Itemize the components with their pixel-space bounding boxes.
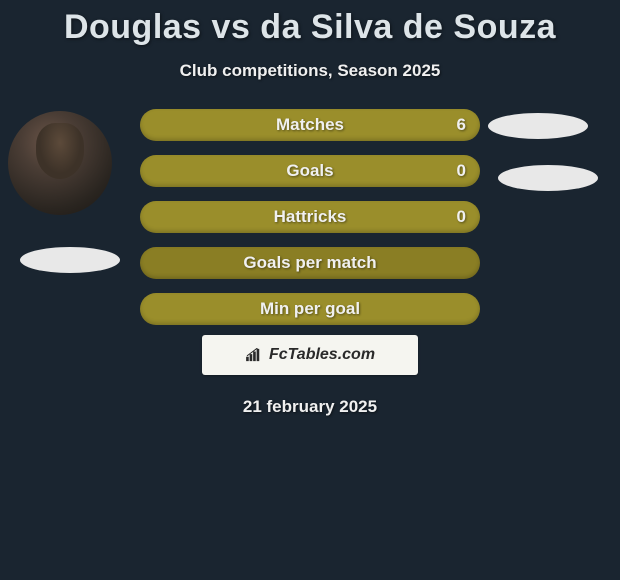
stat-row-min-per-goal: Min per goal	[140, 293, 480, 325]
stat-row-hattricks: Hattricks 0	[140, 201, 480, 233]
stat-value: 0	[457, 207, 466, 227]
stat-value: 0	[457, 161, 466, 181]
player-name-pill-right-1	[488, 113, 588, 139]
subtitle: Club competitions, Season 2025	[0, 61, 620, 81]
stat-row-goals: Goals 0	[140, 155, 480, 187]
chart-icon	[245, 348, 263, 362]
stat-value: 6	[457, 115, 466, 135]
stat-label: Goals	[286, 161, 333, 181]
player-name-pill-right-2	[498, 165, 598, 191]
date-text: 21 february 2025	[0, 397, 620, 417]
stat-label: Min per goal	[260, 299, 360, 319]
stat-label: Hattricks	[274, 207, 347, 227]
fctables-text: FcTables.com	[269, 346, 375, 364]
player-avatar-left	[8, 111, 112, 215]
page-title: Douglas vs da Silva de Souza	[0, 0, 620, 47]
stat-row-matches: Matches 6	[140, 109, 480, 141]
stat-label: Goals per match	[243, 253, 376, 273]
stat-row-goals-per-match: Goals per match	[140, 247, 480, 279]
fctables-badge[interactable]: FcTables.com	[202, 335, 418, 375]
player-name-pill-left	[20, 247, 120, 273]
stat-rows: Matches 6 Goals 0 Hattricks 0 Goals per …	[140, 109, 480, 339]
stat-label: Matches	[276, 115, 344, 135]
